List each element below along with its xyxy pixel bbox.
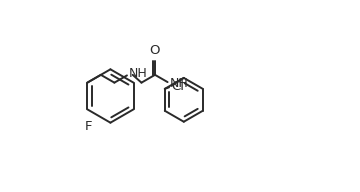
Text: NH: NH xyxy=(129,67,148,80)
Text: F: F xyxy=(85,120,92,133)
Text: O: O xyxy=(150,44,160,57)
Text: Cl: Cl xyxy=(171,80,184,93)
Text: NH: NH xyxy=(170,77,188,90)
